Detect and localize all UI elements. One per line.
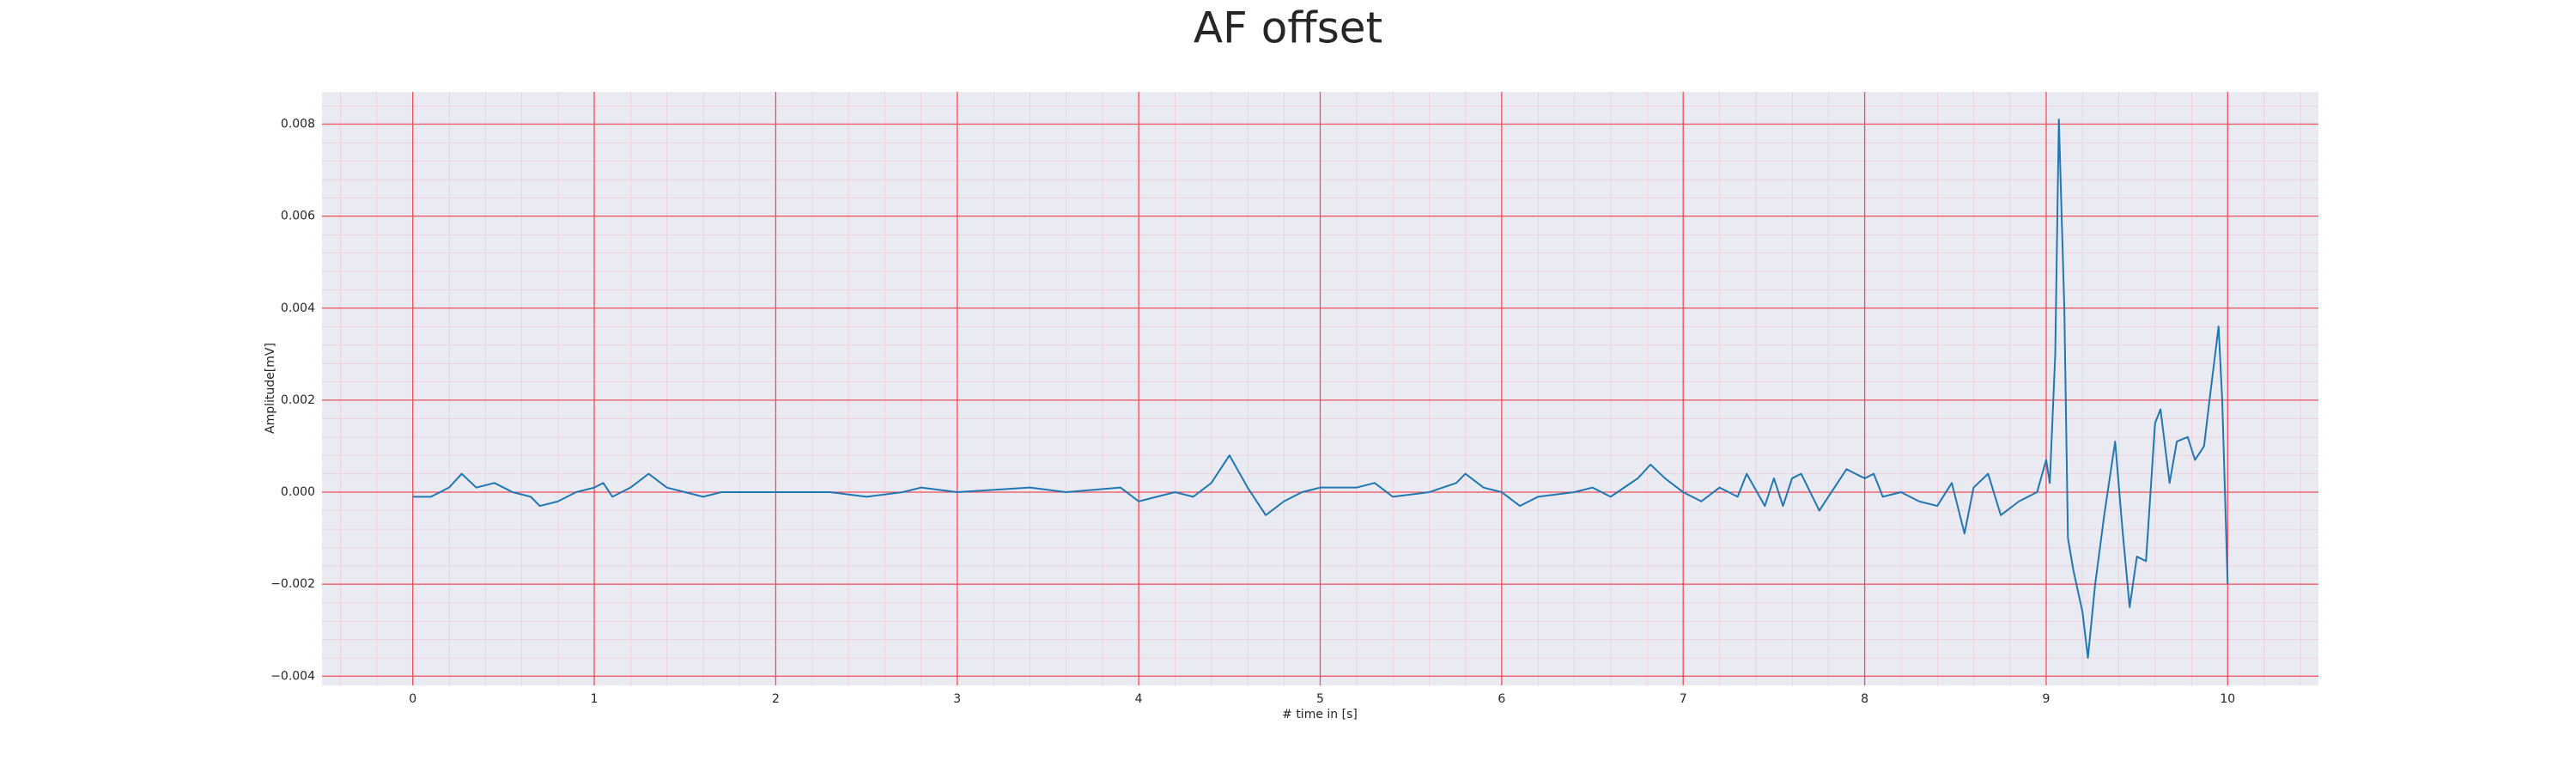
x-tick-label: 1 — [591, 692, 598, 706]
y-tick-label: 0.002 — [281, 393, 315, 407]
chart-title: AF offset — [1194, 3, 1382, 53]
y-tick-label: 0.006 — [281, 210, 315, 223]
x-tick-label: 2 — [772, 692, 780, 706]
x-tick-label: 9 — [2042, 692, 2050, 706]
y-axis-label: Amplitude[mV] — [264, 343, 277, 434]
x-tick-label: 7 — [1680, 692, 1687, 706]
y-tick-label: 0.000 — [281, 485, 315, 499]
y-tick-label: −0.002 — [270, 577, 315, 591]
x-tick-label: 0 — [409, 692, 416, 706]
x-tick-label: 3 — [953, 692, 961, 706]
x-tick-label: 5 — [1316, 692, 1324, 706]
x-axis-label: # time in [s] — [1282, 708, 1358, 721]
line-series — [412, 119, 2229, 659]
x-tick-label: 6 — [1498, 692, 1505, 706]
y-tick-label: −0.004 — [270, 669, 315, 683]
x-tick-label: 10 — [2220, 692, 2235, 706]
x-tick-label: 8 — [1861, 692, 1868, 706]
x-tick-label: 4 — [1135, 692, 1143, 706]
y-tick-label: 0.004 — [281, 301, 315, 315]
y-tick-label: 0.008 — [281, 117, 315, 131]
